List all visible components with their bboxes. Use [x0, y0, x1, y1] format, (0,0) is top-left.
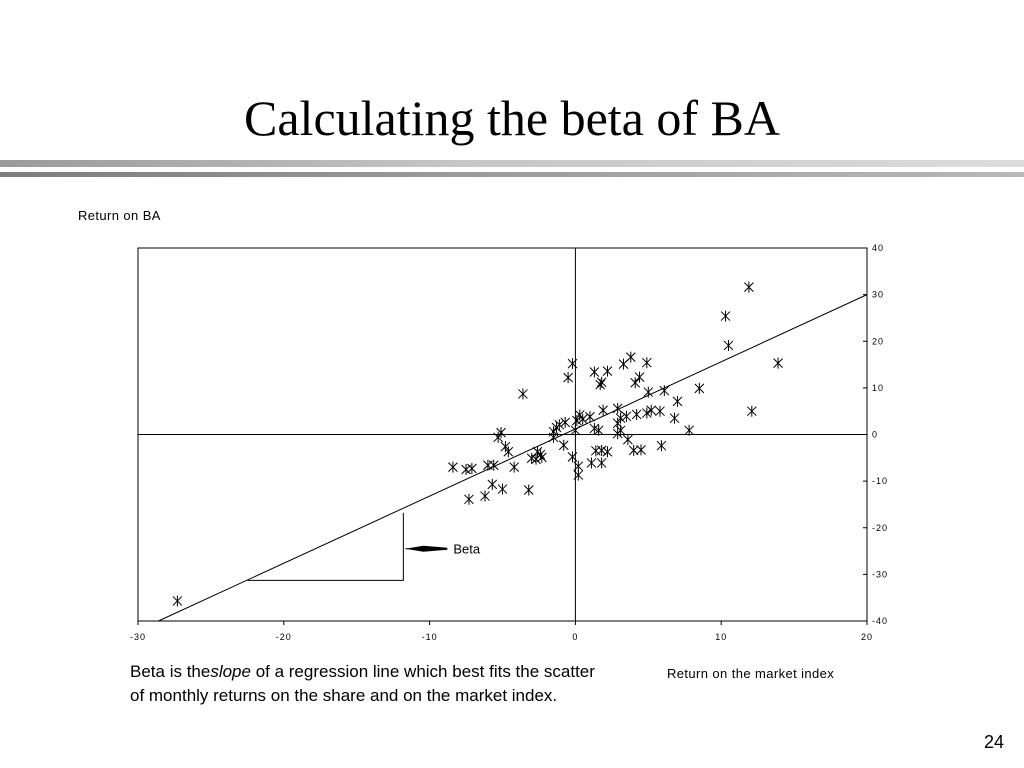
data-point — [467, 463, 477, 475]
data-point — [659, 385, 670, 397]
data-point — [602, 446, 613, 458]
data-point — [656, 440, 667, 452]
data-point — [602, 365, 613, 377]
data-point — [563, 372, 573, 384]
data-point — [537, 451, 547, 463]
beta-callout-arrow-icon — [405, 545, 448, 552]
data-point — [643, 386, 654, 398]
data-point — [746, 405, 757, 417]
y-tick-label: 40 — [872, 243, 884, 253]
data-point — [548, 431, 559, 443]
x-axis-title: Return on the market index — [667, 666, 834, 681]
data-point — [646, 404, 657, 416]
data-point — [723, 339, 734, 351]
slide-caption: Beta is theslope of a regression line wh… — [130, 660, 600, 708]
data-point — [572, 415, 582, 427]
y-tick-label: 30 — [872, 290, 884, 300]
data-point — [641, 357, 652, 369]
x-tick-label: 20 — [861, 632, 873, 642]
data-point — [480, 490, 490, 502]
data-point — [493, 431, 503, 443]
data-point — [720, 310, 731, 322]
title-divider-upper — [0, 160, 1024, 167]
data-point — [586, 457, 597, 469]
y-tick-label: 10 — [872, 383, 884, 393]
data-point — [523, 484, 534, 496]
data-point — [558, 439, 569, 451]
data-point — [612, 428, 623, 440]
data-point — [560, 416, 571, 428]
data-point — [483, 459, 493, 471]
data-point — [497, 483, 508, 495]
data-point — [625, 351, 636, 363]
regression-line — [158, 294, 868, 622]
data-point — [464, 493, 474, 505]
data-point — [509, 461, 520, 473]
y-tick-label: -20 — [872, 523, 888, 533]
slide-title: Calculating the beta of BA — [244, 90, 780, 146]
data-point — [596, 376, 607, 388]
data-point — [628, 444, 639, 456]
caption-text-after: of a regression line which best fits the… — [130, 662, 595, 705]
caption-emphasis: slope — [210, 662, 251, 681]
data-point — [172, 595, 183, 607]
data-point — [573, 469, 584, 481]
data-point — [684, 424, 694, 436]
data-point — [487, 478, 498, 490]
data-point — [567, 358, 578, 370]
y-tick-label: 0 — [872, 430, 878, 440]
data-point — [570, 424, 581, 436]
data-point — [621, 410, 632, 422]
data-point — [623, 434, 633, 446]
page-number: 24 — [983, 732, 1004, 752]
data-point — [585, 411, 595, 423]
y-tick-label: -10 — [872, 476, 888, 486]
caption-text-before: Beta is the — [130, 662, 211, 681]
beta-callout-label: Beta — [453, 542, 481, 557]
data-point — [641, 407, 652, 419]
x-tick-label: -30 — [130, 632, 146, 642]
data-point — [593, 424, 604, 436]
data-point — [589, 366, 600, 378]
data-point — [598, 404, 608, 416]
data-point — [630, 377, 641, 389]
x-tick-label: -20 — [276, 632, 292, 642]
x-tick-label: 0 — [572, 632, 578, 642]
data-point — [448, 461, 458, 473]
x-tick-label: -10 — [422, 632, 438, 642]
y-tick-label: 20 — [872, 336, 884, 346]
data-point — [744, 281, 754, 293]
data-point — [694, 382, 705, 394]
y-axis-title: Return on BA — [78, 208, 161, 223]
y-tick-label: -40 — [872, 616, 888, 626]
data-point — [531, 453, 541, 465]
data-point — [773, 357, 783, 369]
data-point — [567, 451, 578, 463]
data-point — [672, 395, 683, 407]
data-point — [669, 412, 680, 424]
data-point — [590, 445, 601, 457]
data-point — [655, 405, 665, 417]
data-point — [634, 371, 645, 383]
data-point — [503, 446, 514, 458]
y-tick-label: -30 — [872, 569, 888, 579]
data-point — [618, 358, 629, 370]
data-point — [631, 408, 642, 420]
title-divider-lower — [0, 172, 1024, 177]
data-point — [518, 388, 528, 400]
data-point — [461, 463, 471, 475]
data-point — [488, 459, 499, 471]
data-point — [636, 444, 646, 456]
data-point — [596, 457, 607, 469]
data-point — [612, 402, 623, 414]
slope-triangle — [247, 512, 404, 581]
data-point — [577, 413, 588, 425]
x-tick-label: 10 — [715, 632, 727, 642]
